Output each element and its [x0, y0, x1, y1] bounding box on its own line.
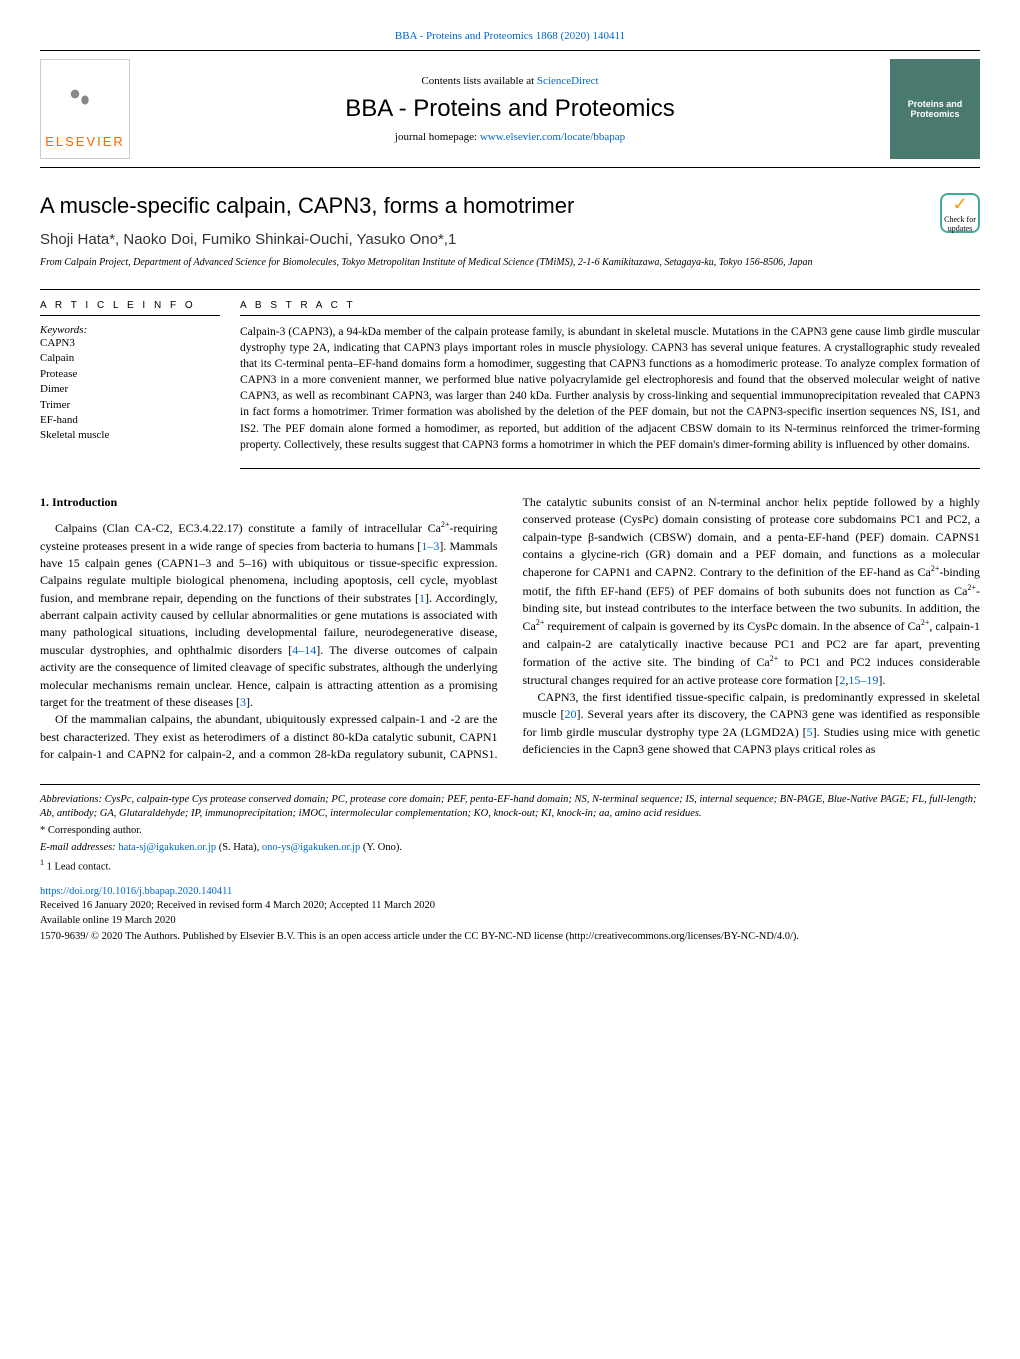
p1f: ]. [246, 695, 253, 709]
homepage-prefix: journal homepage: [395, 131, 480, 143]
journal-name: BBA - Proteins and Proteomics [130, 95, 890, 123]
cover-text-1: Proteins and [908, 99, 963, 109]
authors: Shoji Hata*, Naoko Doi, Fumiko Shinkai-O… [40, 231, 940, 248]
para-3: CAPN3, the first identified tissue-speci… [523, 689, 981, 759]
title-section: A muscle-specific calpain, CAPN3, forms … [40, 193, 980, 269]
corresponding: * Corresponding author. [40, 824, 980, 839]
check-updates-badge[interactable]: ✓ Check for updates [940, 193, 980, 233]
contents-text: Contents lists available at ScienceDirec… [130, 75, 890, 87]
ref-4-14[interactable]: 4–14 [292, 643, 316, 657]
body-section: 1. Introduction Calpains (Clan CA-C2, EC… [40, 494, 980, 764]
sup-2plus-1: 2+ [441, 520, 450, 529]
email2-suffix: (Y. Ono). [360, 842, 402, 853]
doi-link[interactable]: https://doi.org/10.1016/j.bbapap.2020.14… [40, 886, 980, 897]
elsevier-logo[interactable]: ELSEVIER [40, 59, 130, 159]
intro-heading: 1. Introduction [40, 494, 498, 511]
article-info: A R T I C L E I N F O Keywords: CAPN3 Ca… [40, 290, 240, 469]
email1-suffix: (S. Hata), [216, 842, 262, 853]
article-info-heading: A R T I C L E I N F O [40, 300, 220, 316]
p1a: Calpains (Clan CA-C2, EC3.4.22.17) const… [55, 521, 441, 535]
keyword-1: Calpain [40, 351, 220, 366]
keyword-0: CAPN3 [40, 336, 220, 351]
ref-2[interactable]: 2 [839, 673, 845, 687]
info-abstract-row: A R T I C L E I N F O Keywords: CAPN3 Ca… [40, 289, 980, 469]
citation-link[interactable]: BBA - Proteins and Proteomics 1868 (2020… [395, 30, 625, 42]
homepage-text: journal homepage: www.elsevier.com/locat… [130, 131, 890, 143]
header-center: Contents lists available at ScienceDirec… [130, 75, 890, 143]
header-citation: BBA - Proteins and Proteomics 1868 (2020… [40, 30, 980, 42]
contents-prefix: Contents lists available at [421, 75, 536, 87]
sciencedirect-link[interactable]: ScienceDirect [537, 75, 599, 87]
ref-1-3[interactable]: 1–3 [421, 539, 439, 553]
emails: E-mail addresses: hata-sj@igakuken.or.jp… [40, 841, 980, 856]
keyword-6: Skeletal muscle [40, 428, 220, 443]
check-line1: Check for [944, 215, 976, 224]
abbrev-text: Abbreviations: CysPc, calpain-type Cys p… [40, 794, 977, 820]
homepage-link[interactable]: www.elsevier.com/locate/bbapap [480, 131, 625, 143]
sup-2plus-3: 2+ [967, 583, 976, 592]
keywords-label: Keywords: [40, 324, 220, 336]
article-title: A muscle-specific calpain, CAPN3, forms … [40, 193, 940, 219]
journal-header: ELSEVIER Contents lists available at Sci… [40, 50, 980, 168]
emails-prefix: E-mail addresses: [40, 842, 118, 853]
elsevier-tree-icon [60, 70, 110, 130]
keyword-4: Trimer [40, 398, 220, 413]
elsevier-text: ELSEVIER [45, 134, 125, 149]
copyright-info: 1570-9639/ © 2020 The Authors. Published… [40, 930, 980, 944]
email-1[interactable]: hata-sj@igakuken.or.jp [118, 842, 216, 853]
ref-15-19[interactable]: 15–19 [848, 673, 878, 687]
journal-cover[interactable]: Proteins and Proteomics [890, 59, 980, 159]
para-1: Calpains (Clan CA-C2, EC3.4.22.17) const… [40, 519, 498, 711]
footer-section: Abbreviations: CysPc, calpain-type Cys p… [40, 784, 980, 876]
lead-contact: 1 1 Lead contact. [40, 857, 980, 875]
check-line2: updates [948, 224, 972, 233]
email-2[interactable]: ono-ys@igakuken.or.jp [262, 842, 360, 853]
keyword-2: Protease [40, 367, 220, 382]
keyword-5: EF-hand [40, 413, 220, 428]
lead-text: 1 Lead contact. [47, 862, 111, 873]
sup-2plus-6: 2+ [770, 654, 779, 663]
p2d: requirement of calpain is governed by it… [544, 619, 920, 633]
cover-text-2: Proteomics [910, 109, 959, 119]
checkmark-icon: ✓ [952, 194, 967, 215]
p2g: ]. [878, 673, 885, 687]
keyword-3: Dimer [40, 382, 220, 397]
abstract-heading: A B S T R A C T [240, 300, 980, 316]
ref-20[interactable]: 20 [565, 707, 577, 721]
affiliation: From Calpain Project, Department of Adva… [40, 256, 940, 269]
available-info: Available online 19 March 2020 [40, 914, 980, 928]
abstract-text: Calpain-3 (CAPN3), a 94-kDa member of th… [240, 324, 980, 469]
abstract-column: A B S T R A C T Calpain-3 (CAPN3), a 94-… [240, 290, 980, 469]
received-info: Received 16 January 2020; Received in re… [40, 899, 980, 913]
abbreviations: Abbreviations: CysPc, calpain-type Cys p… [40, 793, 980, 822]
